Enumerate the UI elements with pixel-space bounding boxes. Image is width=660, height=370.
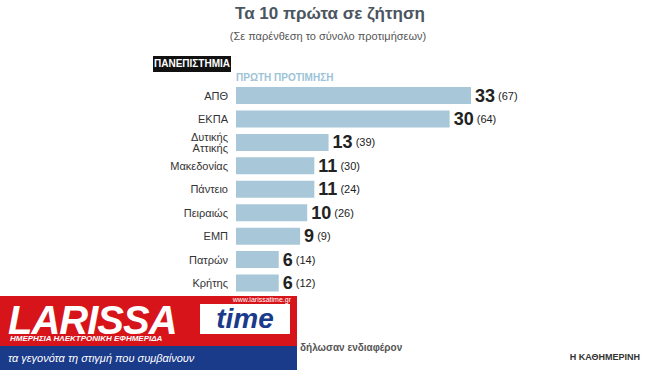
svg-text:33 (67): 33 (67) (475, 86, 518, 106)
html-text:time: time (216, 303, 274, 334)
svg-text:6 (14): 6 (14) (283, 250, 316, 270)
html-text:τα γεγονότα τη στιγμή που συμβ: τα γεγονότα τη στιγμή που συμβαίνουν (8, 352, 195, 364)
svg-text:6 (12): 6 (12) (283, 273, 316, 293)
html-text:www.larissatime.gr: www.larissatime.gr (232, 296, 291, 303)
html-text:Τα 10 πρώτα σε ζήτηση: Τα 10 πρώτα σε ζήτηση (235, 4, 425, 23)
html-text:LARISSA: LARISSA (8, 298, 177, 342)
html-text:δήλωσαν ενδιαφέρον: δήλωσαν ενδιαφέρον (300, 342, 403, 353)
html-text:(Σε παρένθεση το σύνολο προτιμ: (Σε παρένθεση το σύνολο προτιμήσεων) (229, 30, 427, 42)
svg-text:ΑΠΘ: ΑΠΘ (204, 90, 228, 102)
svg-text:13 (39): 13 (39) (333, 132, 376, 152)
svg-text:9 (9): 9 (9) (304, 226, 331, 246)
svg-text:Πειραιώς: Πειραιώς (184, 207, 228, 219)
svg-text:10 (26): 10 (26) (311, 203, 354, 223)
svg-text:Κρήτης: Κρήτης (193, 277, 228, 289)
svg-text:Μακεδονίας: Μακεδονίας (170, 160, 228, 172)
svg-text:11 (30): 11 (30) (318, 156, 360, 176)
html-text:Η ΚΑΘΗΜΕΡΙΝΗ: Η ΚΑΘΗΜΕΡΙΝΗ (569, 352, 640, 362)
html-text:ΠΑΝΕΠΙΣΤΗΜΙΑ: ΠΑΝΕΠΙΣΤΗΜΙΑ (154, 58, 230, 69)
svg-text:ΔυτικήςΑττικής: ΔυτικήςΑττικής (191, 131, 228, 154)
svg-text:Πάντειο: Πάντειο (190, 183, 228, 195)
html-text:ΠΡΩΤΗ ΠΡΟΤΙΜΗΣΗ: ΠΡΩΤΗ ΠΡΟΤΙΜΗΣΗ (236, 72, 334, 83)
html-text:ΗΜΕΡΗΣΙΑ ΗΛΕΚΤΡΟΝΙΚΗ ΕΦΗΜΕΡΙΔΑ: ΗΜΕΡΗΣΙΑ ΗΛΕΚΤΡΟΝΙΚΗ ΕΦΗΜΕΡΙΔΑ (10, 334, 163, 343)
svg-text:11 (24): 11 (24) (318, 179, 360, 199)
svg-text:30 (64): 30 (64) (454, 109, 497, 129)
svg-text:ΕΜΠ: ΕΜΠ (204, 230, 229, 242)
svg-text:Πατρών: Πατρών (189, 254, 228, 266)
svg-text:ΕΚΠΑ: ΕΚΠΑ (198, 113, 229, 125)
